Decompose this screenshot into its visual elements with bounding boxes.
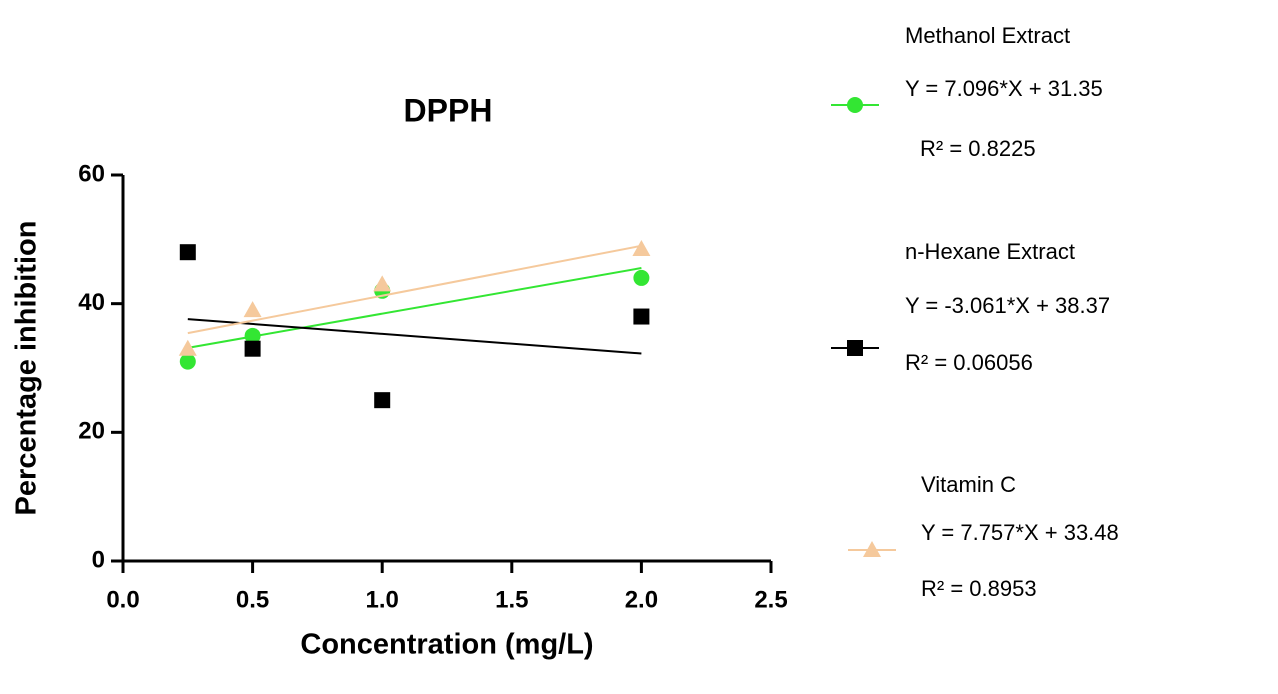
chart-title: DPPH: [404, 92, 493, 128]
point: [243, 301, 262, 318]
fit-line: [187, 244, 642, 335]
point: [179, 353, 196, 370]
x-tick-label: 0.0: [106, 586, 139, 613]
legend-name: n-Hexane Extract: [905, 239, 1075, 264]
point: [178, 339, 197, 356]
point: [374, 392, 391, 409]
point: [373, 275, 392, 292]
x-tick-label: 2.5: [754, 586, 787, 613]
y-tick-label: 0: [92, 546, 105, 573]
point: [633, 308, 650, 325]
legend-marker: [863, 541, 881, 557]
legend-name: Vitamin C: [921, 472, 1016, 497]
point: [244, 340, 261, 357]
x-axis-title: Concentration (mg/L): [300, 629, 593, 661]
x-tick-label: 1.0: [366, 586, 399, 613]
y-axis-title: Percentage inhibition: [11, 221, 43, 516]
legend-equation: Y = -3.061*X + 38.37: [905, 293, 1110, 318]
point: [632, 239, 651, 256]
point: [633, 269, 650, 286]
legend-r2: R² = 0.8953: [921, 576, 1037, 601]
legend-name: Methanol Extract: [905, 23, 1070, 48]
legend-marker: [847, 340, 863, 356]
fit-line: [187, 267, 642, 349]
point: [244, 327, 261, 344]
point: [179, 244, 196, 261]
x-tick-label: 1.5: [495, 586, 528, 613]
y-tick-label: 60: [78, 160, 105, 187]
legend-r2: R² = 0.06056: [905, 350, 1033, 375]
x-tick-label: 2.0: [625, 586, 658, 613]
fit-line: [187, 318, 642, 355]
x-tick-label: 0.5: [236, 586, 269, 613]
legend-equation: Y = 7.096*X + 31.35: [905, 76, 1103, 101]
y-tick-label: 20: [78, 418, 105, 445]
legend-equation: Y = 7.757*X + 33.48: [921, 520, 1119, 545]
legend-marker: [847, 97, 863, 113]
legend-r2: R² = 0.8225: [920, 136, 1036, 161]
y-tick-label: 40: [78, 289, 105, 316]
